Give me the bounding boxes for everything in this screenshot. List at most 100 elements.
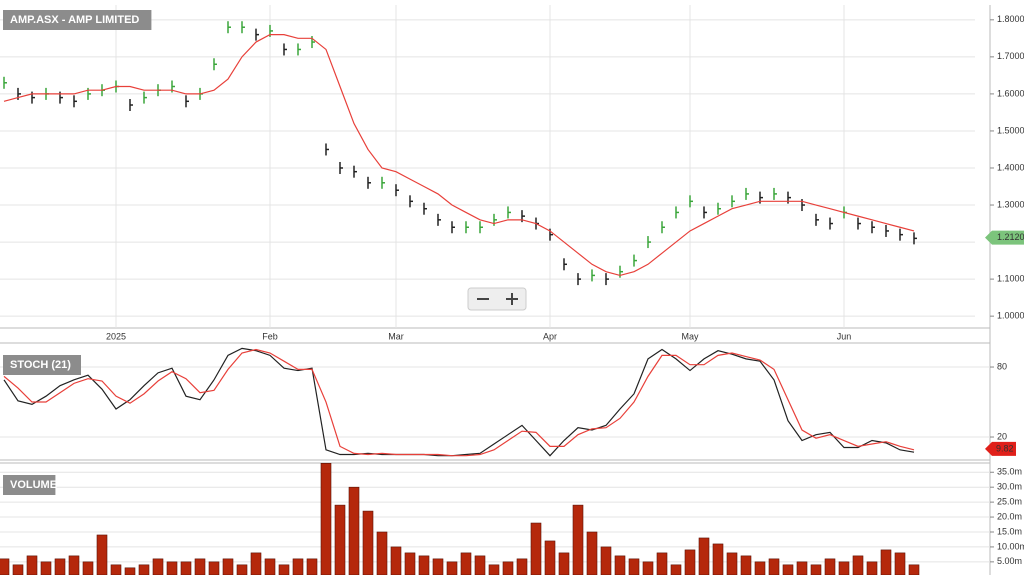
volume-bar <box>250 552 262 575</box>
y-tick-label: 1.0000 <box>997 311 1024 321</box>
volume-bar <box>264 558 276 575</box>
volume-bar <box>82 561 94 575</box>
volume-bar <box>362 510 374 575</box>
price-bar <box>731 195 735 208</box>
x-tick-label: Jun <box>837 331 852 341</box>
y-tick-label: 1.4000 <box>997 162 1024 172</box>
volume-bar <box>754 561 766 575</box>
y-tick-label: 1.3000 <box>997 199 1024 209</box>
x-tick-label: 2025 <box>106 331 126 341</box>
volume-bar <box>152 558 164 575</box>
panel-title: AMP.ASX - AMP LIMITED <box>10 14 139 26</box>
price-bar <box>885 224 889 237</box>
volume-bar <box>782 564 794 575</box>
volume-bar <box>96 534 108 575</box>
y-tick-label: 15.0m <box>997 526 1022 536</box>
volume-bar <box>880 549 892 575</box>
y-tick-label: 1.8000 <box>997 14 1024 24</box>
volume-bar <box>334 504 346 575</box>
price-bar <box>339 161 343 174</box>
volume-bar <box>796 561 808 575</box>
volume-bar <box>838 561 850 575</box>
volume-bar <box>390 546 402 575</box>
volume-bar <box>768 558 780 575</box>
volume-bar <box>572 504 584 575</box>
volume-bar <box>12 564 24 575</box>
y-tick-label: 1.6000 <box>997 88 1024 98</box>
y-tick-label: 10.00m <box>997 541 1024 551</box>
price-bar <box>3 76 7 89</box>
panel-title: VOLUME <box>10 479 57 491</box>
price-bar <box>899 228 903 241</box>
price-bar <box>297 43 301 56</box>
volume-bar <box>278 564 290 575</box>
price-bar <box>773 187 777 200</box>
stoch-line <box>3 348 915 457</box>
volume-bar <box>446 561 458 575</box>
volume-bar <box>208 561 220 575</box>
zoom-control[interactable] <box>467 287 527 311</box>
y-tick-label: 20.0m <box>997 511 1022 521</box>
price-bar <box>591 269 595 282</box>
price-bar <box>563 258 567 271</box>
price-bar <box>129 99 133 112</box>
volume-bar <box>40 561 52 575</box>
volume-bar <box>194 558 206 575</box>
panel-title-box <box>3 10 152 30</box>
price-bar <box>507 206 511 219</box>
volume-bar <box>670 564 682 575</box>
volume-bar <box>726 552 738 575</box>
x-tick-label: Mar <box>388 331 404 341</box>
volume-bar <box>614 555 626 575</box>
price-bar <box>857 217 861 230</box>
volume-bar <box>866 561 878 575</box>
volume-bar <box>600 546 612 575</box>
volume-bar <box>558 552 570 575</box>
price-bar <box>703 206 707 219</box>
y-tick-label: 1.1000 <box>997 273 1024 283</box>
volume-bar <box>432 558 444 575</box>
volume-bar <box>712 543 724 575</box>
panel-title-box <box>3 355 81 375</box>
price-bar <box>577 273 581 286</box>
volume-bar <box>138 564 150 575</box>
price-bar <box>325 143 329 156</box>
volume-bar <box>0 558 10 575</box>
volume-bar <box>180 561 192 575</box>
price-bar <box>213 58 217 71</box>
volume-bar <box>852 555 864 575</box>
price-bar <box>717 202 721 215</box>
price-bar <box>913 232 917 245</box>
last-value-box <box>985 441 1016 456</box>
volume-bar <box>502 561 514 575</box>
volume-bar <box>166 561 178 575</box>
price-bar <box>283 43 287 56</box>
volume-bar <box>222 558 234 575</box>
volume-bar <box>810 564 822 575</box>
price-bar <box>871 221 875 234</box>
price-bar <box>143 91 147 104</box>
price-bar <box>353 165 357 178</box>
y-tick-label: 30.0m <box>997 482 1022 492</box>
price-bar <box>241 21 245 34</box>
volume-bar <box>544 540 556 575</box>
price-bar <box>185 95 189 108</box>
x-tick-label: Feb <box>262 331 278 341</box>
volume-bar <box>740 555 752 575</box>
price-bar <box>661 221 665 234</box>
last-price-box <box>985 230 1024 245</box>
x-tick-label: Apr <box>543 331 557 341</box>
price-bar <box>73 95 77 108</box>
y-tick-label: 25.0m <box>997 497 1022 507</box>
volume-bar <box>236 564 248 575</box>
price-bar <box>423 202 427 215</box>
volume-bar <box>26 555 38 575</box>
y-tick-label: 35.0m <box>997 467 1022 477</box>
x-tick-label: May <box>681 331 699 341</box>
price-bar <box>465 221 469 234</box>
price-bar <box>647 236 651 249</box>
price-bar <box>689 195 693 208</box>
last-value-label: 9.82 <box>996 443 1014 453</box>
